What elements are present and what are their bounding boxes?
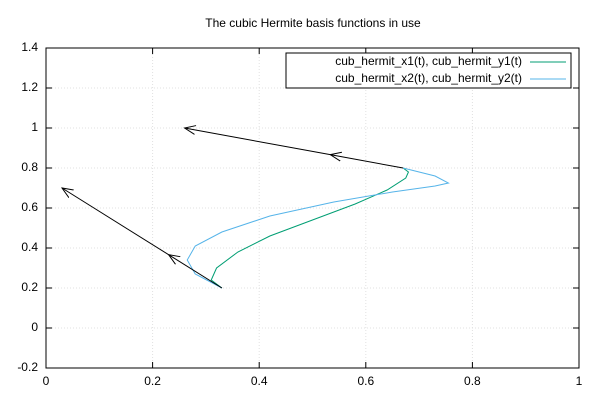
x-tick-label: 0.4 (251, 374, 268, 388)
arrow (330, 155, 404, 169)
x-tick-label: 0 (43, 374, 50, 388)
arrow (185, 128, 331, 156)
y-tick-label: 0.4 (21, 240, 38, 254)
series-line (186, 167, 450, 289)
y-tick-label: 0.6 (21, 200, 38, 214)
y-tick-label: 1 (31, 120, 38, 134)
arrow (169, 255, 223, 289)
x-tick-label: 0.2 (144, 374, 161, 388)
y-tick-label: -0.2 (17, 360, 38, 374)
series-line (210, 167, 410, 289)
y-tick-label: 1.4 (21, 40, 38, 54)
legend-box (285, 52, 572, 89)
y-tick-label: 1.2 (21, 80, 38, 94)
y-tick-label: 0 (31, 320, 38, 334)
chart-title: The cubic Hermite basis functions in use (205, 16, 421, 30)
x-tick-label: 0.8 (464, 374, 481, 388)
legend-label: cub_hermit_x2(t), cub_hermit_y2(t) (335, 71, 522, 85)
y-tick-label: 0.2 (21, 280, 38, 294)
x-tick-label: 0.6 (357, 374, 374, 388)
plot-border (45, 47, 580, 369)
arrow (62, 188, 169, 256)
x-tick-label: 1 (576, 374, 583, 388)
y-tick-label: 0.8 (21, 160, 38, 174)
legend-label: cub_hermit_x1(t), cub_hermit_y1(t) (335, 54, 522, 68)
